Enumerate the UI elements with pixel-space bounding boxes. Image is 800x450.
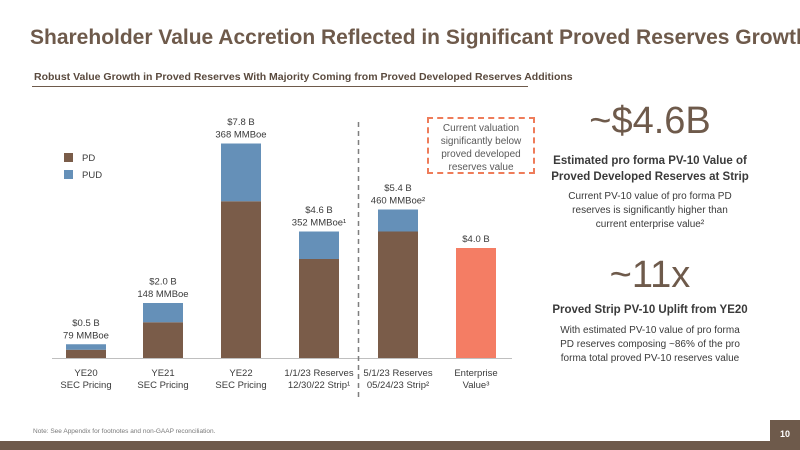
bar-pd	[221, 201, 261, 358]
category-label: Enterprise	[454, 368, 497, 379]
category-label: 05/24/23 Strip²	[367, 380, 429, 391]
bar-pud	[221, 143, 261, 202]
callout-line: Current valuation	[442, 123, 520, 134]
data-label: 352 MMBoe¹	[292, 218, 346, 229]
category-label: Value³	[463, 380, 490, 391]
uplift-stat: ~11x	[609, 254, 691, 296]
data-label: $7.8 B	[227, 117, 254, 128]
category-label: 5/1/23 Reserves	[363, 368, 432, 379]
body-line: forma total proved PV-10 reserves value	[560, 353, 740, 364]
legend-label-pd: PD	[82, 153, 95, 164]
data-label: 148 MMBoe	[137, 289, 188, 300]
pd-pv10-stat: ~$4.6B	[589, 100, 711, 142]
category-label: 12/30/22 Strip¹	[288, 380, 350, 391]
page-subtitle: Robust Value Growth in Proved Reserves W…	[34, 71, 573, 83]
bar-pud	[299, 231, 339, 259]
legend-swatch-pd	[64, 153, 73, 162]
bar-pd	[378, 231, 418, 358]
heading-line: Estimated pro forma PV-10 Value of	[553, 155, 747, 167]
legend-swatch-pud	[64, 170, 73, 179]
data-label: $2.0 B	[149, 277, 176, 288]
data-label: $4.6 B	[305, 205, 332, 216]
uplift-body: With estimated PV-10 value of pro forma …	[545, 324, 755, 366]
data-label: $4.0 B	[462, 234, 489, 245]
category-label: 1/1/23 Reserves	[284, 368, 353, 379]
body-line: reserves is significantly higher than	[572, 205, 728, 216]
bottom-bar	[0, 441, 800, 450]
page-title: Shareholder Value Accretion Reflected in…	[30, 26, 800, 49]
heading-line: Proved Developed Reserves at Strip	[551, 171, 749, 183]
data-label: $5.4 B	[384, 183, 411, 194]
bar-pud	[378, 209, 418, 232]
callout-line: proved developed	[441, 149, 521, 160]
bar-pd	[66, 349, 106, 358]
bar-pd	[143, 322, 183, 358]
pd-pv10-heading: Estimated pro forma PV-10 Value of Prove…	[530, 153, 770, 185]
bar-pud	[143, 303, 183, 323]
callout-line: significantly below	[440, 136, 522, 147]
subtitle-rule	[32, 86, 528, 87]
category-label: YE20	[74, 368, 97, 379]
callout-line: reserves value	[448, 162, 514, 173]
legend-label-pud: PUD	[82, 170, 102, 181]
bar-pd	[299, 259, 339, 358]
body-line: Current PV-10 value of pro forma PD	[568, 191, 732, 202]
category-label: SEC Pricing	[215, 380, 266, 391]
body-line: With estimated PV-10 value of pro forma	[560, 325, 740, 336]
body-line: PD reserves composing ~86% of the pro	[560, 339, 740, 350]
body-line: current enterprise value²	[595, 219, 705, 230]
category-label: SEC Pricing	[137, 380, 188, 391]
data-label: 79 MMBoe	[63, 330, 109, 341]
category-label: YE22	[229, 368, 252, 379]
data-label: 460 MMBoe²	[371, 196, 425, 207]
heading-line: Proved Strip PV-10 Uplift from YE20	[552, 304, 748, 316]
page-number: 10	[770, 420, 800, 450]
data-label: $0.5 B	[72, 318, 99, 329]
pd-pv10-body: Current PV-10 value of pro forma PD rese…	[545, 190, 755, 232]
valuation-callout: Current valuation significantly below pr…	[427, 117, 535, 174]
category-label: YE21	[151, 368, 174, 379]
footnote: Note: See Appendix for footnotes and non…	[33, 428, 216, 435]
category-label: SEC Pricing	[60, 380, 111, 391]
bar-enterprise-value	[456, 248, 496, 358]
data-label: 368 MMBoe	[215, 130, 266, 141]
bar-pud	[66, 344, 106, 350]
uplift-heading: Proved Strip PV-10 Uplift from YE20	[530, 302, 770, 318]
